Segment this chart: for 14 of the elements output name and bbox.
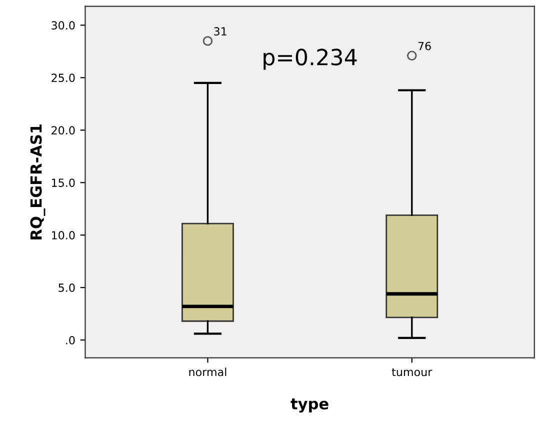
- x-axis-title: type: [290, 398, 328, 413]
- annotation: 31: [214, 27, 226, 36]
- y-axis-title: RQ_EGFR-AS1: [30, 124, 46, 240]
- annotation: p=0.234: [264, 48, 357, 70]
- y-tick-label: 25.0: [52, 74, 75, 82]
- y-tick-label: 20.0: [52, 126, 75, 135]
- y-tick-label: 10.0: [52, 231, 75, 240]
- y-tick-label: 5.0: [58, 284, 75, 292]
- y-tick-label: 30.0: [52, 21, 75, 30]
- x-tick-label: tumour: [392, 368, 432, 376]
- x-tick-label: normal: [189, 368, 226, 376]
- annotation: 76: [418, 42, 431, 50]
- y-tick-label: 15.0: [52, 178, 75, 187]
- y-tick-label: .0: [66, 336, 75, 344]
